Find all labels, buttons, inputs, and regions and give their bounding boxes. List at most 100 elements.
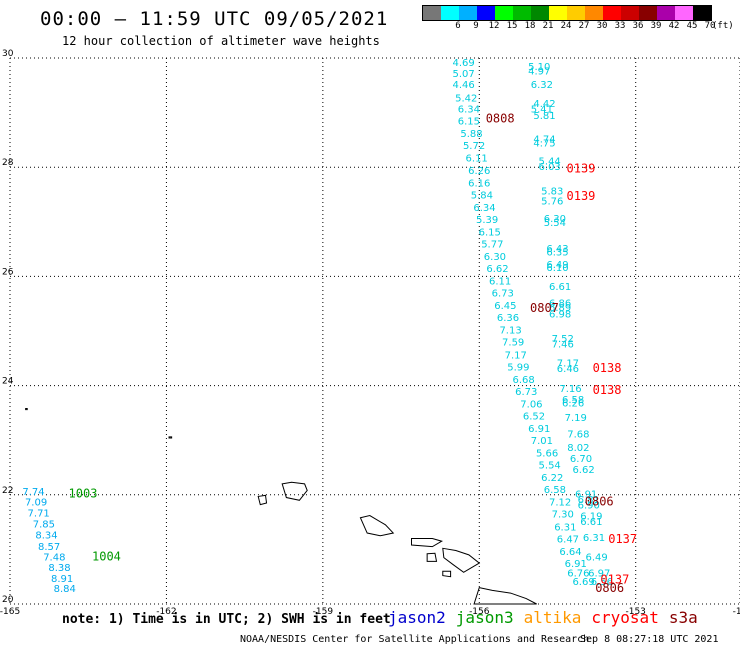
wave-height-label: 5.07 <box>453 69 475 80</box>
legend-swatch <box>531 6 549 20</box>
wave-height-label: 6.91 <box>565 559 587 570</box>
legend-label: 33 <box>614 21 626 31</box>
pass-time-label: 0806 <box>585 495 614 509</box>
legend-swatch <box>657 6 675 20</box>
wave-height-label: 7.17 <box>557 358 579 369</box>
wave-height-label: 7.06 <box>520 399 542 410</box>
wave-height-label: 4.97 <box>528 66 550 77</box>
legend-swatch <box>459 6 477 20</box>
legend-label: 21 <box>542 21 554 31</box>
wave-height-label: 6.16 <box>468 178 490 189</box>
legend-label: 30 <box>596 21 608 31</box>
wave-height-label: 6.90 <box>578 500 600 511</box>
wave-height-label: 5.10 <box>528 62 550 73</box>
wave-height-label: 6.11 <box>489 277 511 288</box>
wave-height-label: 6.64 <box>559 547 581 558</box>
satellite-altika: altika <box>523 608 582 627</box>
wave-height-label: 8.02 <box>567 443 589 454</box>
wave-height-label: 7.48 <box>43 552 65 563</box>
wave-height-label: 5.54 <box>544 218 566 229</box>
wave-height-label: 6.49 <box>585 552 607 563</box>
legend-swatch <box>477 6 495 20</box>
wave-height-label: 5.54 <box>539 461 561 472</box>
wave-height-label: 6.32 <box>531 80 553 91</box>
pass-time-label: 0138 <box>593 361 622 375</box>
wave-height-label: 6.58 <box>544 485 566 496</box>
wave-height-label: 4.42 <box>533 99 555 110</box>
legend-swatch <box>513 6 531 20</box>
wave-height-label: 6.26 <box>468 166 490 177</box>
legend-label: 70 <box>704 21 716 31</box>
pass-time-label: 1004 <box>92 549 121 563</box>
y-tick-label: 30 <box>2 49 14 59</box>
island-kahoolawe <box>442 570 452 578</box>
x-tick-label: -156 <box>469 607 490 617</box>
wave-height-label: 6.86 <box>549 298 571 309</box>
pass-time-label: 0139 <box>567 162 596 176</box>
wave-height-label: 6.61 <box>549 282 571 293</box>
wave-height-label: 6.91 <box>528 424 550 435</box>
wave-height-label: 7.71 <box>28 509 50 520</box>
wave-height-label: 4.69 <box>453 58 475 69</box>
footer-note: note: 1) Time is in UTC; 2) SWH is in fe… <box>62 612 391 627</box>
legend-label: 24 <box>560 21 572 31</box>
y-tick-label: 24 <box>2 377 14 387</box>
wave-height-label: 6.15 <box>479 227 501 238</box>
x-tick-label: -15 <box>733 607 740 617</box>
legend-swatch <box>549 6 567 20</box>
pass-time-label: 1003 <box>69 487 98 501</box>
wave-height-label: 6.62 <box>486 264 508 275</box>
wave-height-label: 6.36 <box>497 313 519 324</box>
legend-swatch <box>423 6 441 20</box>
wave-height-label: 6.73 <box>515 387 537 398</box>
footer-timestamp: Sep 8 08:27:18 UTC 2021 <box>580 634 719 645</box>
wave-height-label: 5.39 <box>476 215 498 226</box>
wave-height-label: 6.69 <box>572 577 594 588</box>
wave-height-label: 8.34 <box>35 530 57 541</box>
legend-label: 12 <box>488 21 500 31</box>
pass-time-label: 0807 <box>530 301 559 315</box>
legend-label: 27 <box>578 21 590 31</box>
wave-height-label: 7.17 <box>505 350 527 361</box>
wave-height-label: 6.91 <box>575 490 597 501</box>
chart-subtitle: 12 hour collection of altimeter wave hei… <box>62 34 380 48</box>
island-oahu <box>359 515 395 537</box>
wave-height-label: 6.35 <box>546 248 568 259</box>
wave-height-label: 5.88 <box>460 129 482 140</box>
wave-height-label: 5.42 <box>455 94 477 105</box>
wave-height-label: 6.61 <box>580 517 602 528</box>
satellite-jason3: jason3 <box>455 608 514 627</box>
island-molokai <box>411 537 444 548</box>
wave-height-label: 7.13 <box>499 326 521 337</box>
legend-label: 36 <box>632 21 644 31</box>
pass-time-label: 0137 <box>608 532 637 546</box>
wave-height-label: 7.46 <box>552 339 574 350</box>
y-tick-label: 28 <box>2 158 14 168</box>
island-maui <box>442 547 481 573</box>
wave-height-label: 6.31 <box>583 533 605 544</box>
wave-height-label: 6.30 <box>484 252 506 263</box>
wave-height-label: 6.73 <box>492 289 514 300</box>
pass-time-label: 0139 <box>567 189 596 203</box>
wave-height-label: 6.47 <box>557 534 579 545</box>
legend-swatch <box>693 6 711 20</box>
y-tick-label: 20 <box>2 595 14 605</box>
wave-height-label: 6.98 <box>549 309 571 320</box>
wave-height-label: 8.57 <box>38 542 60 553</box>
wave-height-label: 7.74 <box>22 487 44 498</box>
wave-height-label: 7.52 <box>552 334 574 345</box>
island-necker <box>25 408 28 411</box>
wave-height-label: 5.99 <box>507 362 529 373</box>
satellite-jason2: jason2 <box>388 608 446 627</box>
wave-height-label: 5.76 <box>541 196 563 207</box>
wave-height-label: 7.68 <box>567 429 589 440</box>
wave-height-label: 6.89 <box>549 303 571 314</box>
wave-height-label: 5.81 <box>533 111 555 122</box>
pass-time-label: 0808 <box>486 111 515 125</box>
wave-height-label: 6.49 <box>546 260 568 271</box>
legend-label: 9 <box>473 21 479 31</box>
wave-height-label: 5.83 <box>541 187 563 198</box>
wave-height-label: 6.31 <box>554 522 576 533</box>
wave-height-label: 6.34 <box>473 203 495 214</box>
